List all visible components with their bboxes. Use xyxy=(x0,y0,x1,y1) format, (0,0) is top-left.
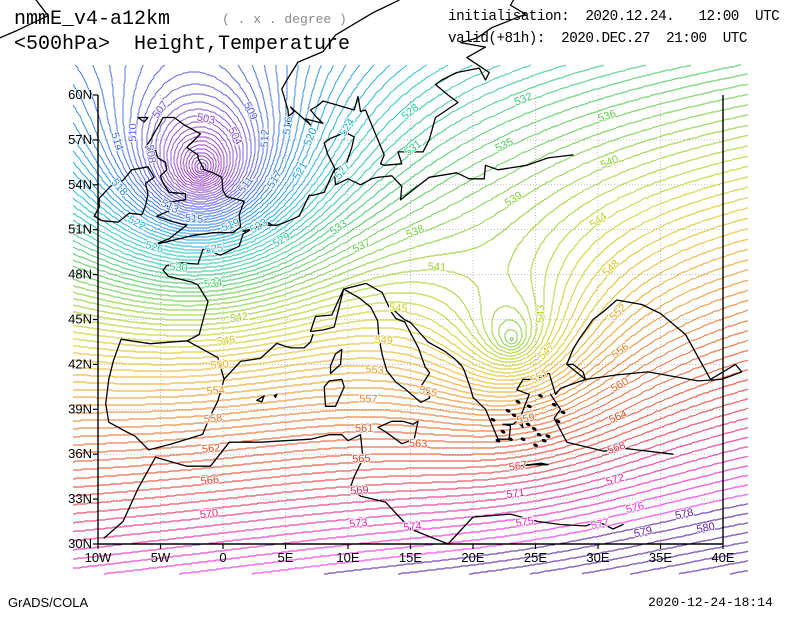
svg-text:554: 554 xyxy=(206,384,225,397)
svg-text:45N: 45N xyxy=(68,312,92,327)
svg-text:549: 549 xyxy=(374,334,393,347)
svg-text:5W: 5W xyxy=(151,550,171,565)
svg-text:512: 512 xyxy=(259,129,272,148)
svg-text:566: 566 xyxy=(200,474,219,488)
svg-text:534: 534 xyxy=(203,277,222,291)
svg-text:545: 545 xyxy=(389,302,408,315)
svg-text:51N: 51N xyxy=(68,222,92,237)
svg-text:10W: 10W xyxy=(85,550,112,565)
svg-text:550: 550 xyxy=(210,358,229,372)
svg-text:573: 573 xyxy=(349,517,368,531)
svg-text:510: 510 xyxy=(127,123,139,142)
svg-text:563: 563 xyxy=(409,438,428,451)
svg-text:541: 541 xyxy=(427,261,446,274)
svg-text:571: 571 xyxy=(506,487,526,501)
svg-text:574: 574 xyxy=(403,520,422,534)
svg-text:546: 546 xyxy=(216,334,236,348)
svg-text:558: 558 xyxy=(203,412,222,426)
svg-text:54N: 54N xyxy=(68,177,92,192)
svg-text:543: 543 xyxy=(534,304,547,323)
svg-text:569: 569 xyxy=(350,484,369,497)
svg-text:42N: 42N xyxy=(68,356,92,371)
svg-text:36N: 36N xyxy=(68,446,92,461)
svg-text:30N: 30N xyxy=(68,536,92,551)
svg-text:48N: 48N xyxy=(68,267,92,282)
svg-text:557: 557 xyxy=(359,393,378,405)
svg-text:553: 553 xyxy=(365,364,384,377)
svg-text:39N: 39N xyxy=(68,401,92,416)
svg-text:562: 562 xyxy=(201,442,220,456)
svg-text:565: 565 xyxy=(352,453,371,466)
svg-text:561: 561 xyxy=(355,423,374,435)
svg-text:57N: 57N xyxy=(68,132,92,147)
svg-text:33N: 33N xyxy=(68,491,92,506)
svg-text:20E: 20E xyxy=(461,550,484,565)
svg-text:30E: 30E xyxy=(586,550,609,565)
svg-text:35E: 35E xyxy=(649,550,672,565)
svg-text:525: 525 xyxy=(204,242,224,256)
svg-text:25E: 25E xyxy=(524,550,547,565)
svg-text:530: 530 xyxy=(169,261,188,275)
svg-text:515: 515 xyxy=(184,213,203,226)
svg-text:5E: 5E xyxy=(278,550,294,565)
svg-text:0: 0 xyxy=(219,550,226,565)
svg-text:15E: 15E xyxy=(399,550,422,565)
svg-text:570: 570 xyxy=(199,507,219,521)
svg-text:40E: 40E xyxy=(711,550,734,565)
svg-text:10E: 10E xyxy=(336,550,359,565)
svg-text:60N: 60N xyxy=(68,87,92,102)
